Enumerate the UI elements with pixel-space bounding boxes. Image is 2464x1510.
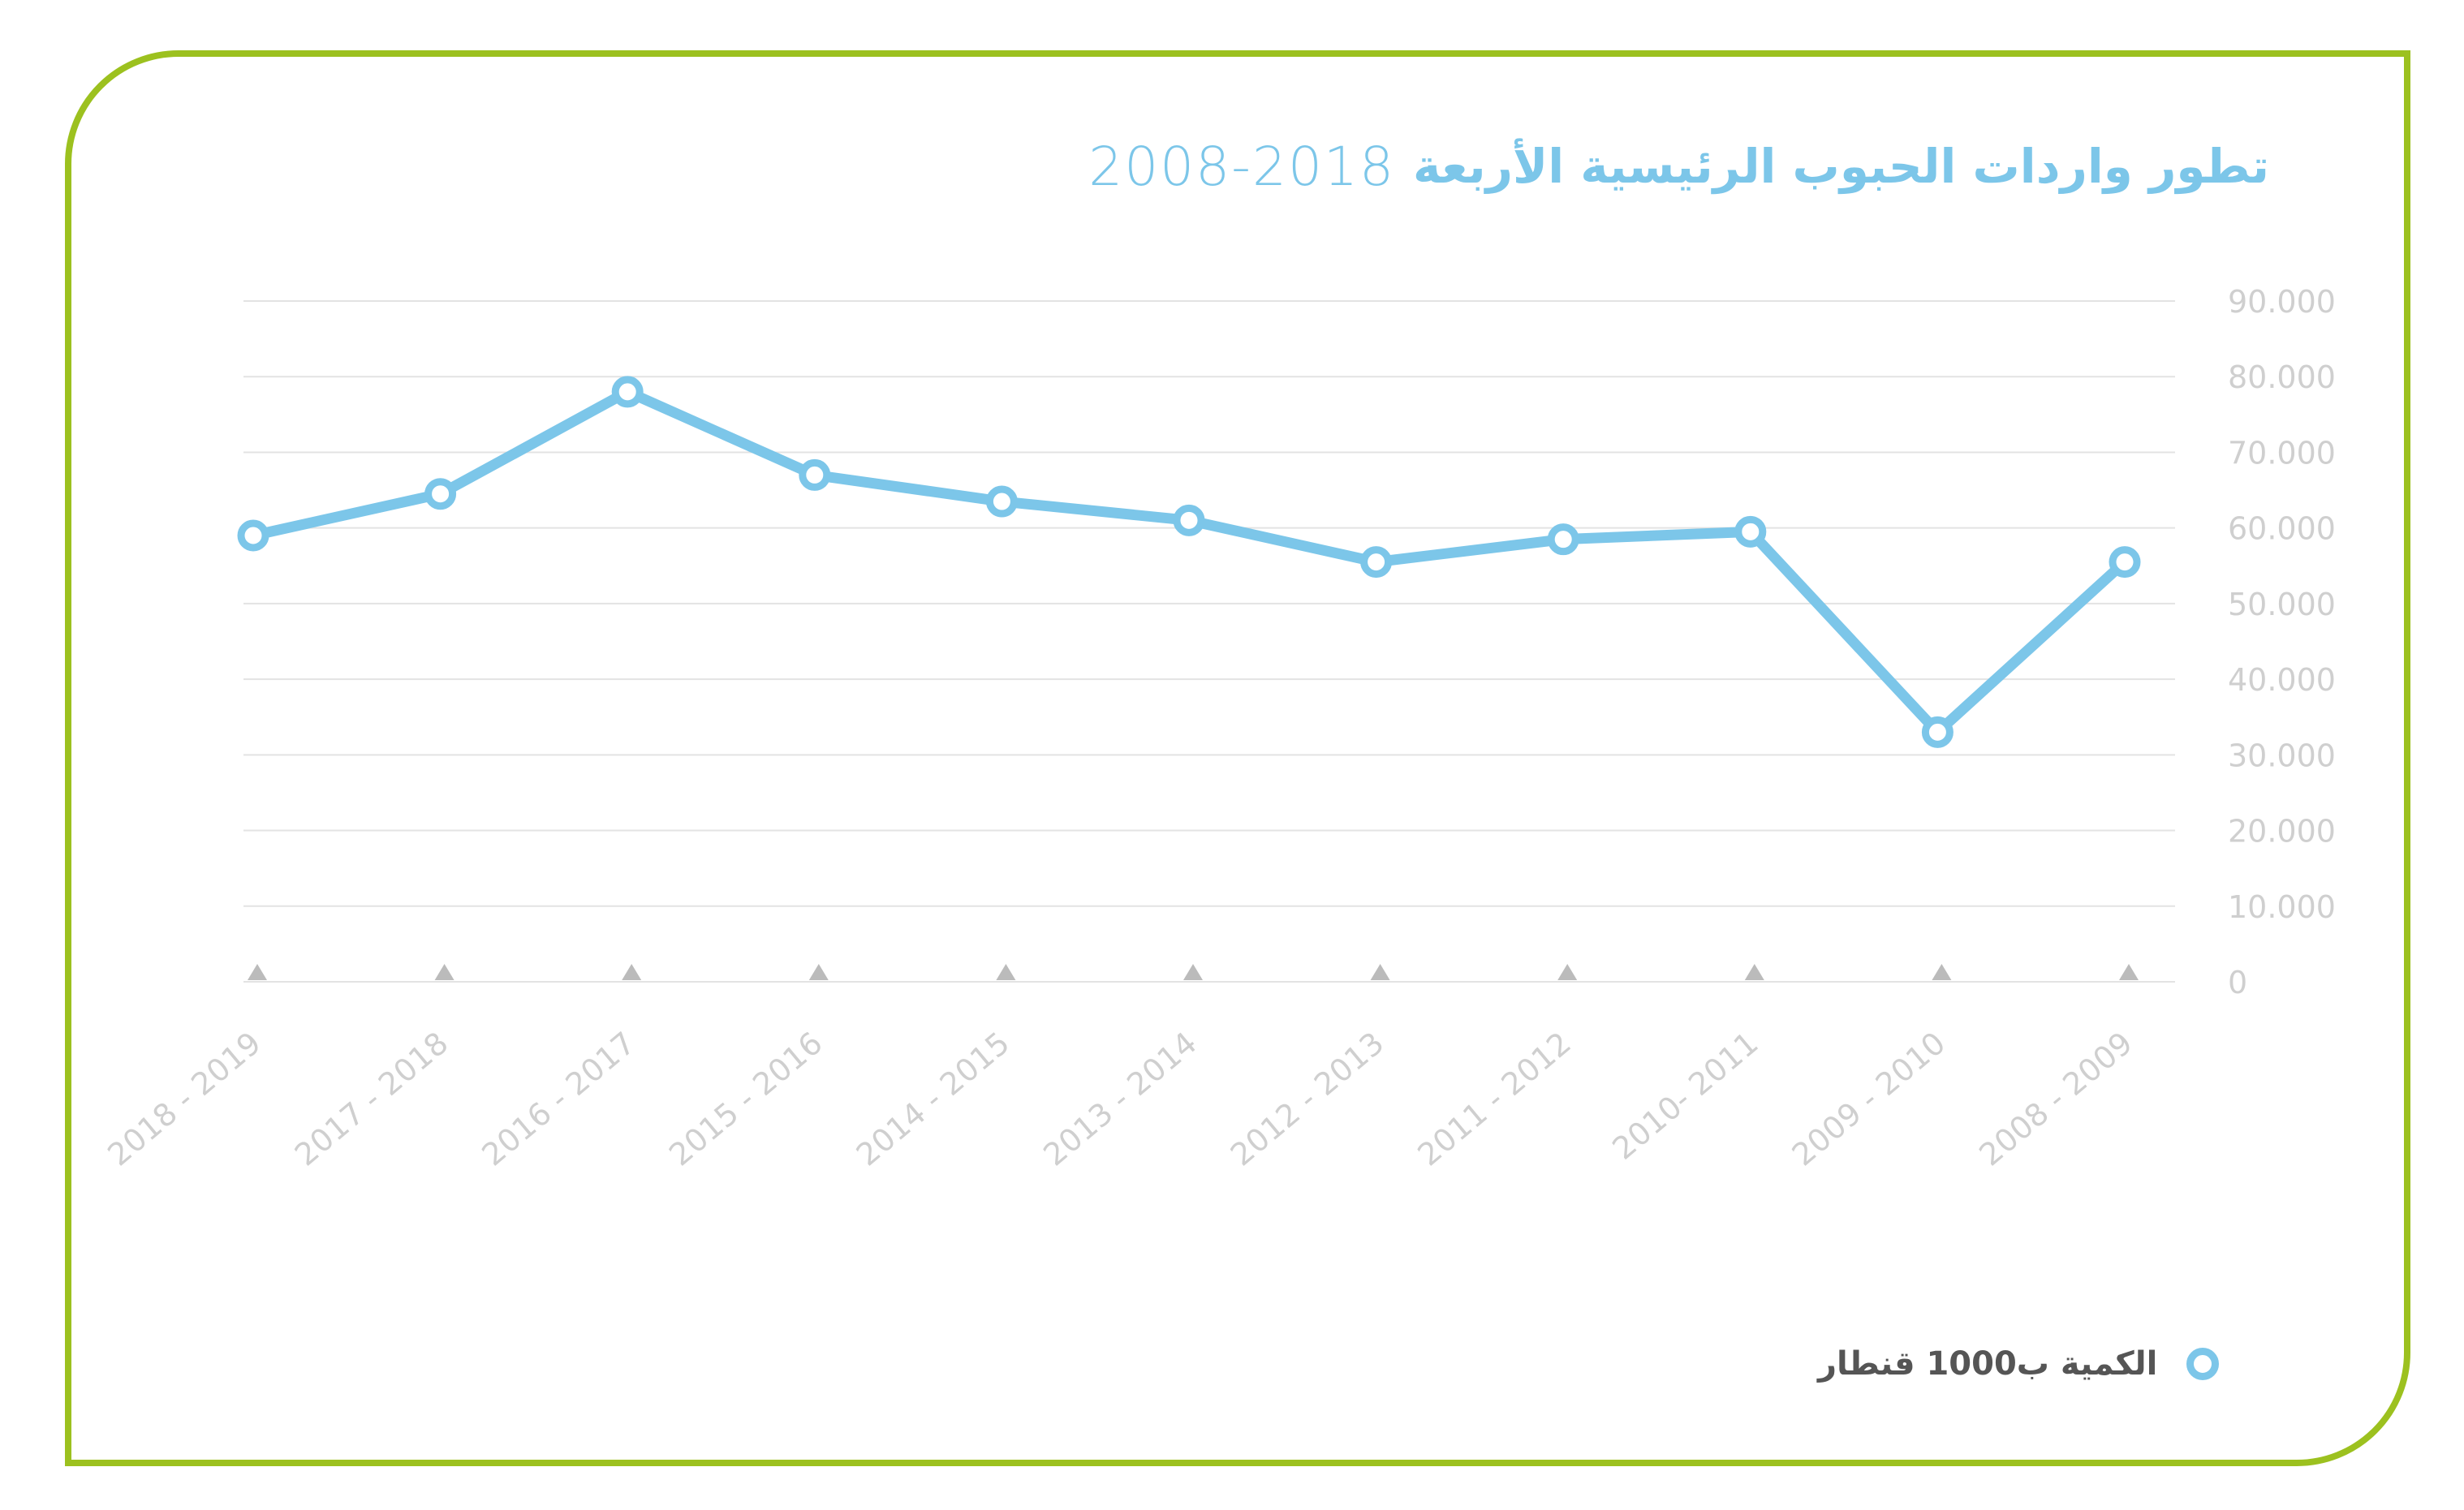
axis-tick-marker: [2119, 964, 2139, 980]
data-point: [424, 478, 457, 510]
y-tick-label: 80.000: [2228, 359, 2336, 395]
x-tick-label: 2008 - 2009: [1972, 1025, 2139, 1172]
data-point: [1734, 515, 1767, 548]
y-tick-label: 40.000: [2228, 662, 2336, 698]
data-point: [799, 458, 831, 491]
x-tick-label: 2014 - 2015: [850, 1025, 1016, 1172]
data-point: [985, 485, 1018, 518]
chart-frame: [65, 50, 2410, 1466]
y-tick-label: 10.000: [2228, 889, 2336, 925]
x-tick-label: 2010- 2011: [1605, 1025, 1764, 1167]
x-tick-label: 2011 - 2012: [1411, 1025, 1578, 1172]
data-point: [1360, 546, 1393, 579]
y-tick-label: 0: [2228, 965, 2247, 1000]
axis-tick-marker: [1557, 964, 1578, 980]
y-tick-label: 30.000: [2228, 738, 2336, 773]
y-tick-label: 70.000: [2228, 435, 2336, 471]
chart-title: 2008-2018 تطور واردات الحبوب الرئيسية ال…: [1088, 122, 2269, 211]
data-point: [611, 376, 644, 408]
axis-tick-marker: [808, 964, 829, 980]
data-point: [1173, 504, 1205, 536]
axis-tick-marker: [1370, 964, 1390, 980]
chart-title-years: 2008-2018: [1088, 135, 1395, 198]
y-tick-label: 50.000: [2228, 587, 2336, 622]
x-tick-label: 2015 - 2016: [662, 1025, 829, 1172]
data-point: [1921, 716, 1954, 748]
y-tick-label: 90.000: [2228, 284, 2336, 320]
y-tick-label: 20.000: [2228, 814, 2336, 850]
series-line: [248, 386, 2130, 738]
x-tick-label: 2012 - 2013: [1224, 1025, 1390, 1172]
y-tick-label: 60.000: [2228, 511, 2336, 547]
x-tick-label: 2018 - 2019: [101, 1025, 267, 1172]
axis-tick-marker: [248, 964, 267, 980]
axis-tick-marker: [622, 964, 642, 980]
chart-title-text: تطور واردات الحبوب الرئيسية الأربعة: [1412, 139, 2269, 194]
x-tick-label: 2013 - 2014: [1036, 1025, 1203, 1172]
x-tick-label: 2009 - 2010: [1786, 1025, 1952, 1172]
legend-label: الكمية ب1000 قنطار: [1818, 1345, 2158, 1383]
data-point: [237, 519, 269, 552]
axis-tick-marker: [1183, 964, 1203, 980]
axis-tick-marker: [1744, 964, 1764, 980]
legend-marker-icon: [2186, 1348, 2220, 1380]
x-tick-label: 2017 - 2018: [288, 1025, 454, 1172]
x-tick-label: 2016 - 2017: [476, 1025, 642, 1172]
legend: الكمية ب1000 قنطار: [1818, 1336, 2220, 1392]
axis-tick-marker: [1932, 964, 1952, 980]
axis-tick-marker: [434, 964, 454, 980]
data-point: [2109, 546, 2141, 579]
axis-tick-marker: [996, 964, 1016, 980]
data-point: [1547, 523, 1579, 556]
